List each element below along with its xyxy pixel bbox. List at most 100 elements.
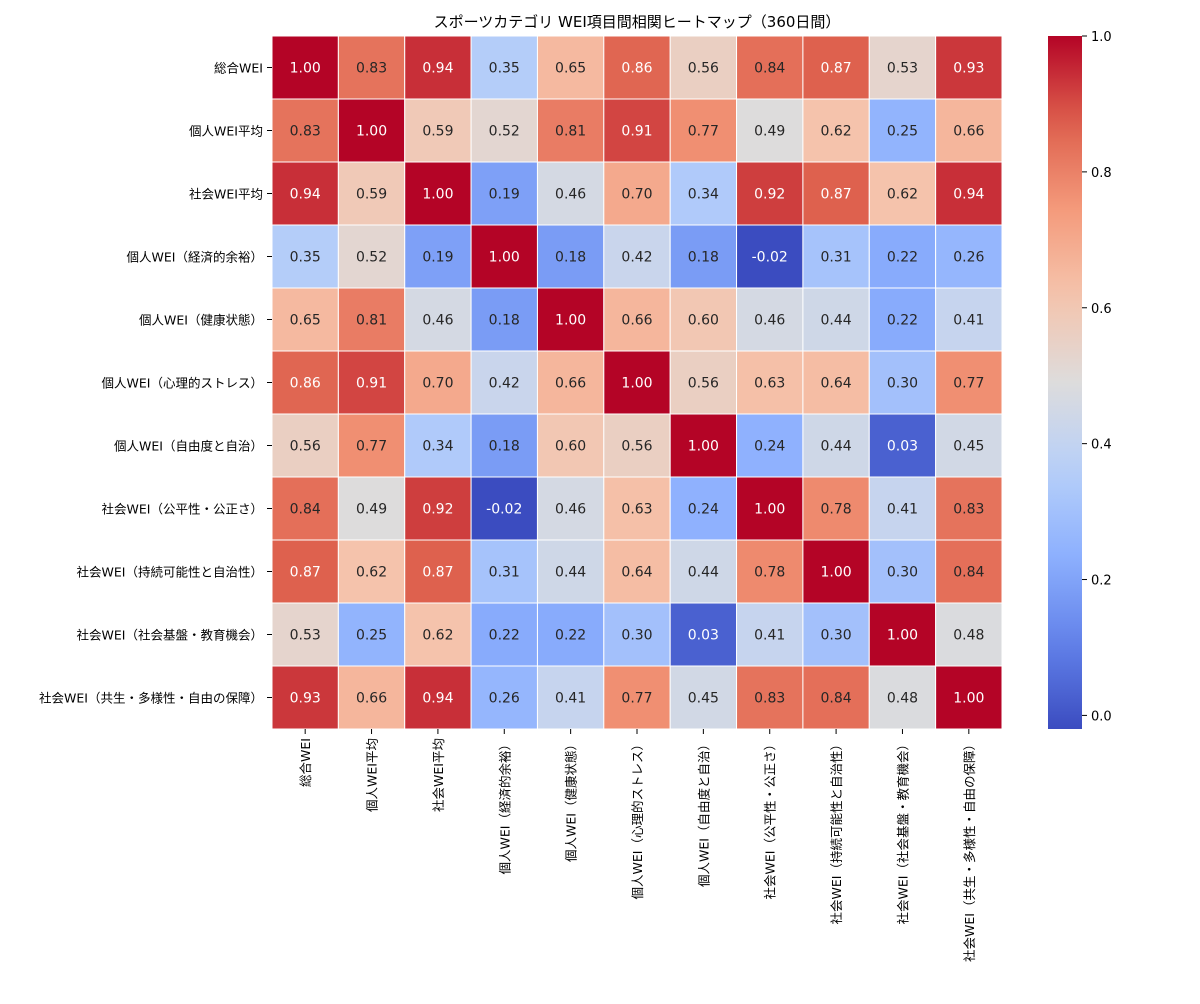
cell-value-label: 0.46	[754, 313, 785, 329]
cell-value-label: 0.56	[290, 439, 321, 455]
heatmap-cell	[736, 413, 804, 478]
cell-value-label: 0.66	[953, 124, 984, 140]
cell-value-label: 0.83	[953, 502, 984, 518]
cell-value-label: 0.56	[688, 61, 719, 77]
cell-value-label: 0.92	[754, 187, 785, 203]
heatmap-cell	[935, 224, 1003, 289]
heatmap-cell	[337, 287, 406, 352]
cell-value-label: 0.56	[688, 376, 719, 392]
heatmap-cell	[802, 413, 870, 478]
heatmap-cell	[271, 35, 339, 100]
cell-value-label: 0.83	[754, 691, 785, 707]
cell-value-label: 0.48	[887, 691, 918, 707]
chart-title: スポーツカテゴリ WEI項目間相関ヒートマップ（360日間）	[434, 13, 841, 31]
heatmap-cell	[536, 602, 605, 667]
x-tick-label: 社会WEI（公平性・公正さ）	[763, 738, 778, 899]
cell-value-label: 1.00	[688, 439, 719, 455]
heatmap-cell	[603, 602, 671, 667]
cell-value-label: 0.35	[489, 61, 520, 77]
heatmap-cell	[470, 602, 538, 667]
heatmap-cell	[404, 539, 472, 604]
cell-value-label: 0.87	[290, 565, 321, 581]
cell-value-label: -0.02	[752, 250, 788, 266]
cell-value-label: 0.78	[821, 502, 852, 518]
cell-value-label: 0.60	[688, 313, 719, 329]
cell-value-label: 0.60	[555, 439, 586, 455]
heatmap-cell	[935, 35, 1003, 100]
heatmap-cell	[736, 539, 804, 604]
heatmap-cell	[271, 476, 339, 541]
heatmap-cell	[404, 161, 472, 226]
heatmap-cell	[337, 35, 406, 100]
cell-value-label: 0.22	[489, 628, 520, 644]
cell-value-label: 0.46	[422, 313, 453, 329]
cell-value-label: 0.84	[290, 502, 321, 518]
heatmap-cell	[802, 287, 870, 352]
heatmap-cell	[271, 98, 339, 163]
y-tick-label: 個人WEI（自由度と自治）	[114, 439, 263, 454]
cell-value-label: 0.94	[422, 691, 453, 707]
heatmap-cell	[669, 287, 738, 352]
x-tick-labels: 総合WEI 個人WEI平均 社会WEI平均 個人WEI（経済的余裕） 個人WEI（健康状…	[298, 729, 977, 962]
cell-value-label: 0.41	[555, 691, 586, 707]
x-tick-label: 社会WEI平均	[431, 738, 446, 812]
heatmap-cell	[736, 35, 804, 100]
cell-value-label: 0.83	[290, 124, 321, 140]
x-tick-label: 個人WEI（心理的ストレス）	[630, 738, 645, 899]
heatmap-cell	[802, 602, 870, 667]
cell-value-label: 1.00	[754, 502, 785, 518]
heatmap-cell	[603, 539, 671, 604]
x-tick-label: 社会WEI（社会基盤・教育機会）	[895, 738, 910, 924]
heatmap-cell	[669, 539, 738, 604]
cell-value-label: 0.77	[688, 124, 719, 140]
heatmap-cell	[603, 665, 671, 730]
cell-value-label: 0.18	[688, 250, 719, 266]
cell-value-label: 0.44	[821, 313, 852, 329]
colorbar-tick-label: 0.0	[1091, 709, 1112, 724]
heatmap-cell	[935, 98, 1003, 163]
heatmap-cell	[271, 602, 339, 667]
y-tick-label: 社会WEI平均	[189, 187, 263, 202]
cell-value-label: 0.49	[356, 502, 387, 518]
cell-value-label: 0.30	[821, 628, 852, 644]
cell-value-label: 0.25	[356, 628, 387, 644]
colorbar-tick-label: 0.2	[1091, 574, 1112, 589]
cell-value-label: 0.53	[887, 61, 918, 77]
cell-value-label: 0.52	[489, 124, 520, 140]
cell-value-label: 0.52	[356, 250, 387, 266]
cell-value-label: 0.18	[489, 439, 520, 455]
heatmap-cell	[404, 287, 472, 352]
heatmap-cell	[470, 224, 538, 289]
cell-value-label: 0.35	[290, 250, 321, 266]
cell-value-label: 0.66	[621, 313, 652, 329]
cell-value-label: 0.94	[422, 61, 453, 77]
x-tick-label: 総合WEI	[298, 738, 313, 787]
heatmap-cell	[337, 413, 406, 478]
cell-value-label: 1.00	[621, 376, 652, 392]
cell-value-label: 0.63	[621, 502, 652, 518]
heatmap-cell	[404, 602, 472, 667]
cell-value-label: 0.24	[688, 502, 719, 518]
heatmap-cell	[935, 413, 1003, 478]
heatmap-cell	[603, 35, 671, 100]
cell-value-label: 0.87	[821, 61, 852, 77]
x-tick-label: 社会WEI（持続可能性と自治性）	[829, 738, 844, 924]
y-tick-label: 社会WEI（社会基盤・教育機会）	[77, 628, 263, 643]
cell-value-label: 0.77	[356, 439, 387, 455]
heatmap-cell	[536, 476, 605, 541]
cell-value-label: 0.03	[688, 628, 719, 644]
cell-value-label: 0.63	[754, 376, 785, 392]
cell-value-label: -0.02	[486, 502, 522, 518]
heatmap-cell	[271, 539, 339, 604]
cell-value-label: 0.94	[290, 187, 321, 203]
heatmap-cell	[736, 98, 804, 163]
heatmap-cell	[802, 665, 870, 730]
heatmap-cell	[802, 539, 870, 604]
cell-value-label: 0.22	[555, 628, 586, 644]
colorbar-tick-label: 0.6	[1091, 302, 1112, 317]
cell-value-label: 1.00	[489, 250, 520, 266]
x-tick-label: 個人WEI（自由度と自治）	[696, 738, 711, 887]
cell-value-label: 0.26	[953, 250, 984, 266]
